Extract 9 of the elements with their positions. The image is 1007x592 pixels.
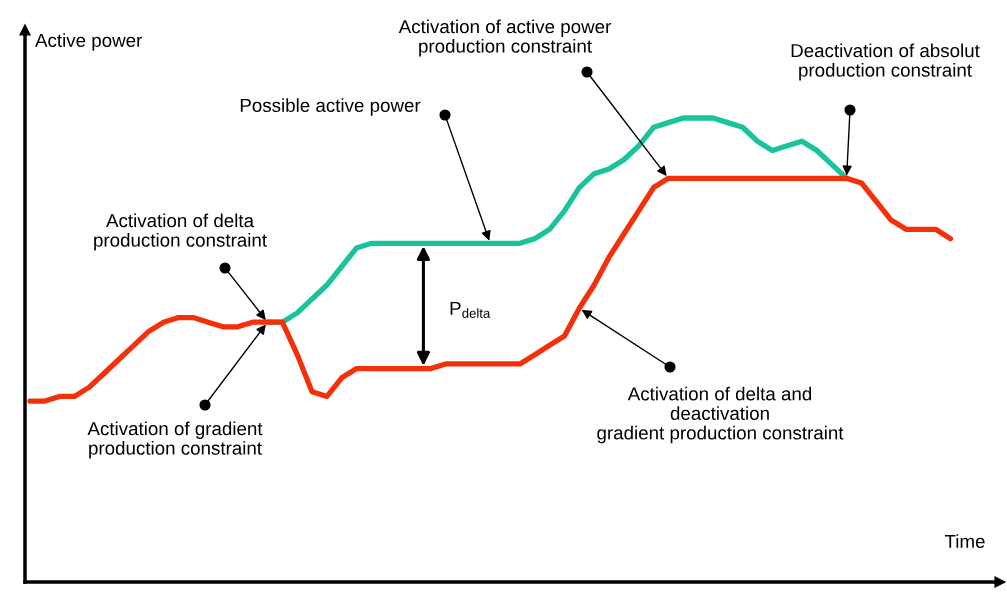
text: Activation of active power production constraint [398, 19, 611, 57]
text: Deactivation of absolut production constraint [791, 43, 980, 81]
y-axis-title: Active power [35, 33, 143, 51]
annotation: Activation of delta and deactivation gradient production constraint [597, 386, 844, 444]
x-axis-title: Time [944, 534, 985, 549]
annotation: Activation of gradient production constraint [87, 421, 263, 459]
annotation: Activation of delta production constraint [94, 213, 267, 251]
annotation: P$_{delta}$ [450, 301, 491, 318]
text: Possible active power [240, 98, 421, 116]
